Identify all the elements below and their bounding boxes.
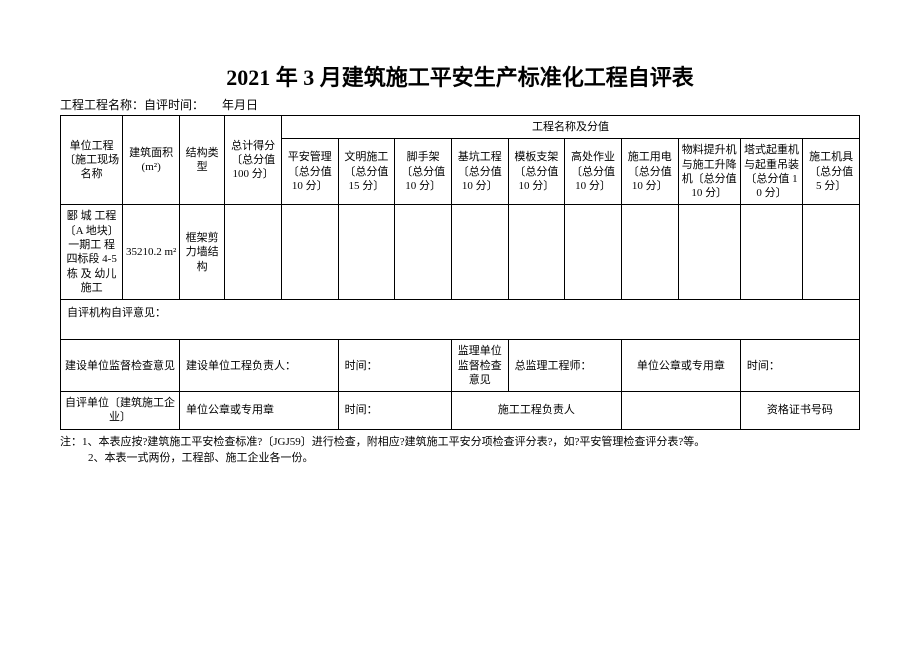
data-s4 bbox=[451, 205, 508, 300]
supervise-label1: 建设单位监督检查意见 bbox=[61, 340, 180, 392]
header-sub9: 塔式起重机与起重吊装〔总分值 10 分〕 bbox=[740, 139, 802, 205]
supervise-label6: 单位公章或专用章 bbox=[621, 340, 740, 392]
data-total-cell bbox=[225, 205, 282, 300]
header-sub7: 施工用电〔总分值 10 分〕 bbox=[621, 139, 678, 205]
header-sub1: 平安管理〔总分值 10 分〕 bbox=[281, 139, 338, 205]
subtitle-prefix: 工程工程名称：自评时间： bbox=[60, 98, 204, 112]
data-name-cell: 郾 城 工程〔A 地块〕一期工 程 四标段 4-5栋 及 幼儿施工 bbox=[61, 205, 123, 300]
subtitle-row: 工程工程名称：自评时间： 年月日 bbox=[60, 96, 860, 113]
opinion-cell: 自评机构自评意见： bbox=[61, 300, 860, 340]
self-unit-row: 自评单位〔建筑施工企业〕 单位公章或专用章 时间： 施工工程负责人 资格证书号码 bbox=[61, 392, 860, 430]
supervise-label7: 时间： bbox=[740, 340, 859, 392]
data-s1 bbox=[281, 205, 338, 300]
self-unit-label5: 资格证书号码 bbox=[740, 392, 859, 430]
subtitle-date: 年月日 bbox=[222, 98, 258, 112]
data-s2 bbox=[338, 205, 395, 300]
header-sub6: 高处作业〔总分值 10 分〕 bbox=[565, 139, 622, 205]
supervise-label4: 监理单位监督检查意见 bbox=[451, 340, 508, 392]
supervise-label5: 总监理工程师： bbox=[508, 340, 621, 392]
header-unit-project: 单位工程〔施工现场名称 bbox=[61, 116, 123, 205]
notes-section: 注：1、本表应按?建筑施工平安检查标准?〔JGJ59〕进行检查，附相应?建筑施工… bbox=[60, 434, 860, 467]
header-sub8: 物料提升机与施工升降机〔总分值 10 分〕 bbox=[678, 139, 740, 205]
data-s9 bbox=[740, 205, 802, 300]
self-unit-label1: 自评单位〔建筑施工企业〕 bbox=[61, 392, 180, 430]
header-sub4: 基坑工程〔总分值 10 分〕 bbox=[451, 139, 508, 205]
data-s8 bbox=[678, 205, 740, 300]
self-unit-label4: 施工工程负责人 bbox=[451, 392, 621, 430]
self-unit-label2: 单位公章或专用章 bbox=[179, 392, 338, 430]
header-structure: 结构类型 bbox=[179, 116, 224, 205]
header-sub5: 模板支架〔总分值 10 分〕 bbox=[508, 139, 565, 205]
data-s10 bbox=[803, 205, 860, 300]
self-unit-label3: 时间： bbox=[338, 392, 451, 430]
header-area: 建筑面积 (m²) bbox=[123, 116, 180, 205]
header-row-1: 单位工程〔施工现场名称 建筑面积 (m²) 结构类型 总计得分〔总分值 100 … bbox=[61, 116, 860, 139]
data-row: 郾 城 工程〔A 地块〕一期工 程 四标段 4-5栋 及 幼儿施工 35210.… bbox=[61, 205, 860, 300]
data-s5 bbox=[508, 205, 565, 300]
header-group: 工程名称及分值 bbox=[281, 116, 859, 139]
notes-line1: 注：1、本表应按?建筑施工平安检查标准?〔JGJ59〕进行检查，附相应?建筑施工… bbox=[60, 434, 860, 451]
data-area-cell: 35210.2 m² bbox=[123, 205, 180, 300]
data-s7 bbox=[621, 205, 678, 300]
self-unit-empty bbox=[621, 392, 740, 430]
header-sub2: 文明施工〔总分值 15 分〕 bbox=[338, 139, 395, 205]
page-title: 2021 年 3 月建筑施工平安生产标准化工程自评表 bbox=[60, 60, 860, 92]
supervise-row: 建设单位监督检查意见 建设单位工程负责人： 时间： 监理单位监督检查意见 总监理… bbox=[61, 340, 860, 392]
data-s6 bbox=[565, 205, 622, 300]
main-table: 单位工程〔施工现场名称 建筑面积 (m²) 结构类型 总计得分〔总分值 100 … bbox=[60, 115, 860, 430]
supervise-label3: 时间： bbox=[338, 340, 451, 392]
data-structure-cell: 框架剪力墙结构 bbox=[179, 205, 224, 300]
data-s3 bbox=[395, 205, 452, 300]
header-total-score: 总计得分〔总分值 100 分〕 bbox=[225, 116, 282, 205]
supervise-label2: 建设单位工程负责人： bbox=[179, 340, 338, 392]
notes-line2: 2、本表一式两份，工程部、施工企业各一份。 bbox=[60, 450, 860, 467]
header-sub10: 施工机具〔总分值 5 分〕 bbox=[803, 139, 860, 205]
header-sub3: 脚手架〔总分值 10 分〕 bbox=[395, 139, 452, 205]
opinion-row: 自评机构自评意见： bbox=[61, 300, 860, 340]
